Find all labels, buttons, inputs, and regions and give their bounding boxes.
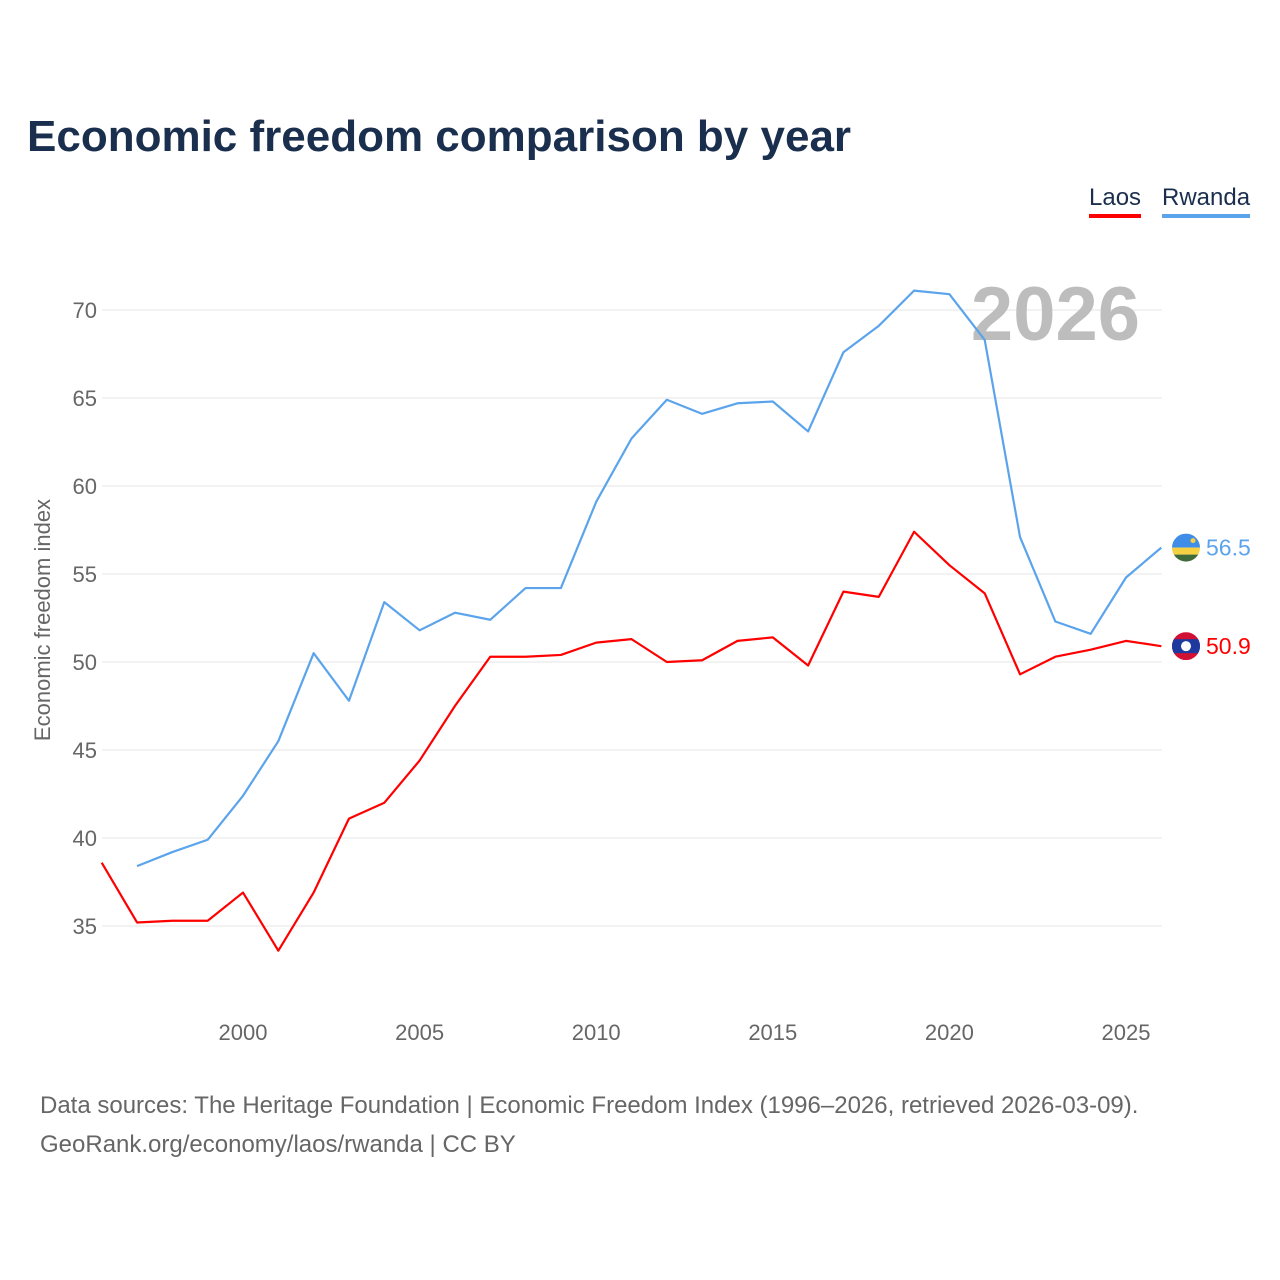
x-tick-label: 2005: [395, 1020, 444, 1045]
y-tick-label: 45: [73, 738, 97, 763]
series-line-laos: [100, 530, 1162, 952]
x-tick-label: 2000: [219, 1020, 268, 1045]
x-tick-label: 2010: [572, 1020, 621, 1045]
y-tick-label: 70: [73, 298, 97, 323]
flag-blue: [1172, 533, 1200, 548]
laos-flag-icon: [1172, 632, 1200, 661]
y-tick-label: 55: [73, 562, 97, 587]
flag-moon: [1181, 641, 1191, 652]
flag-green: [1172, 554, 1200, 562]
flag-yellow: [1172, 547, 1200, 555]
x-tick-label: 2025: [1102, 1020, 1151, 1045]
y-tick-label: 40: [73, 826, 97, 851]
legend-item-rwanda[interactable]: Rwanda: [1162, 184, 1251, 218]
x-tick-label: 2020: [925, 1020, 974, 1045]
y-tick-label: 50: [73, 650, 97, 675]
flag-body: [1172, 533, 1200, 562]
flag-body: [1172, 632, 1200, 661]
flag-sun: [1190, 538, 1196, 544]
x-tick-label: 2015: [748, 1020, 797, 1045]
rwanda-flag-icon: [1172, 533, 1200, 562]
footer: Data sources: The Heritage Foundation | …: [40, 1086, 1138, 1164]
end-value-label: 56.5: [1206, 535, 1251, 561]
footer-link[interactable]: GeoRank.org/economy/laos/rwanda | CC BY: [40, 1131, 516, 1158]
footer-sources: Data sources: The Heritage Foundation | …: [40, 1092, 1139, 1119]
y-tick-label: 65: [73, 386, 97, 411]
series-line-rwanda: [136, 289, 1163, 868]
chart-title: Economic freedom comparison by year: [27, 112, 852, 161]
legend-item-laos[interactable]: Laos: [1089, 184, 1142, 218]
end-value-label: 50.9: [1206, 633, 1251, 659]
year-watermark: 2026: [971, 272, 1140, 357]
y-tick-label: 60: [73, 474, 97, 499]
y-axis-label: Economic freedom index: [30, 499, 55, 741]
y-tick-label: 35: [73, 914, 97, 939]
